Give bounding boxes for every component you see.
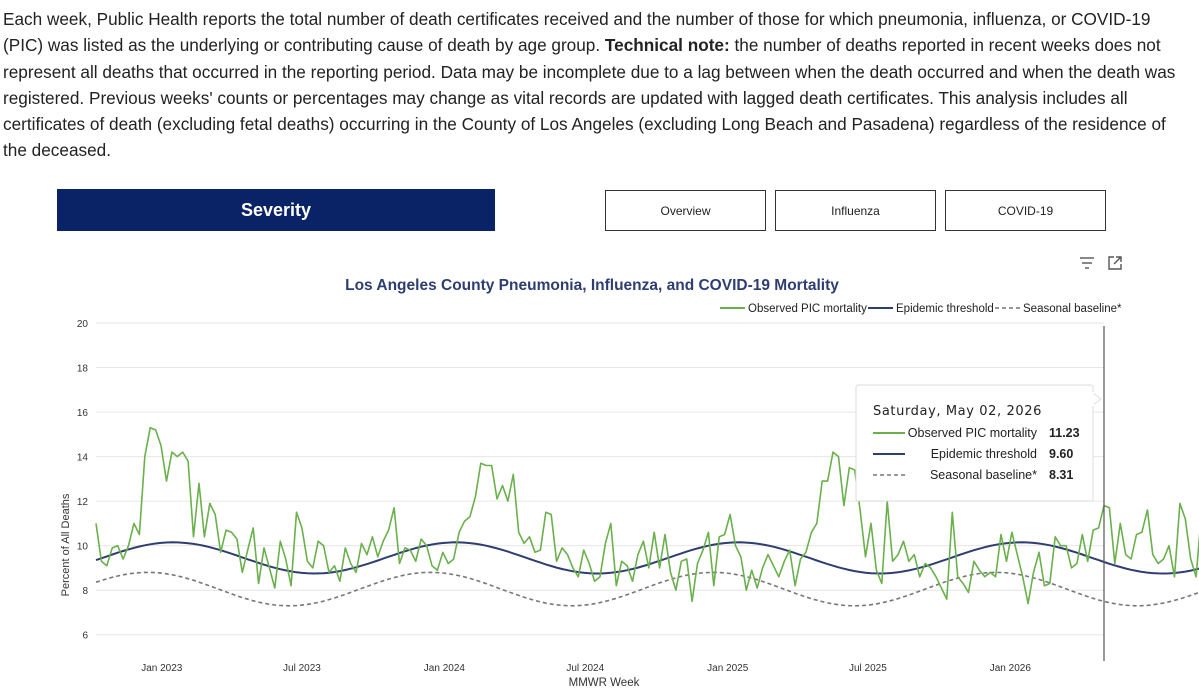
tooltip-label-threshold: Epidemic threshold (931, 447, 1037, 461)
x-tick-label: Jul 2025 (849, 663, 887, 674)
y-tick-label: 16 (77, 408, 89, 419)
y-axis-label: Percent of All Deaths (60, 493, 72, 596)
y-tick-label: 20 (77, 319, 89, 330)
x-tick-label: Jan 2023 (141, 663, 183, 674)
x-tick-label: Jan 2026 (990, 663, 1032, 674)
y-tick-labels: 6 8 10 12 14 16 18 20 (77, 319, 89, 642)
legend-label-observed: Observed PIC mortality (748, 303, 867, 315)
seasonal-baseline-line (95, 571, 1199, 607)
tooltip-value-baseline: 8.31 (1049, 468, 1073, 482)
tab-overview[interactable]: Overview (605, 190, 766, 231)
tooltip-date: Saturday, May 02, 2026 (873, 404, 1042, 419)
filter-icon[interactable] (1077, 253, 1097, 273)
legend-item-baseline[interactable]: Seasonal baseline* (995, 303, 1122, 315)
legend: Observed PIC mortality Epidemic threshol… (720, 303, 1122, 315)
mortality-chart: Los Angeles County Pneumonia, Influenza,… (60, 277, 1199, 689)
x-tick-label: Jul 2023 (283, 663, 321, 674)
x-tick-label: Jan 2024 (424, 663, 466, 674)
observed-pic-mortality-line (95, 426, 1199, 605)
legend-label-baseline: Seasonal baseline* (1023, 303, 1122, 315)
expand-icon[interactable] (1105, 253, 1125, 273)
x-tick-label: Jul 2024 (566, 663, 604, 674)
y-tick-label: 12 (77, 497, 89, 508)
tooltip: Saturday, May 02, 2026 Observed PIC mort… (855, 384, 1102, 502)
intro-paragraph: Each week, Public Health reports the tot… (3, 6, 1193, 164)
tab-severity[interactable]: Severity (57, 189, 495, 231)
x-tick-label: Jan 2025 (707, 663, 749, 674)
legend-label-threshold: Epidemic threshold (896, 303, 994, 315)
tab-covid-19[interactable]: COVID-19 (945, 190, 1106, 231)
intro-text-2: the number of deaths reported in recent … (3, 35, 1176, 161)
legend-item-threshold[interactable]: Epidemic threshold (868, 303, 994, 315)
x-axis-label: MMWR Week (569, 677, 640, 689)
tooltip-label-baseline: Seasonal baseline* (930, 468, 1037, 482)
legend-item-observed[interactable]: Observed PIC mortality (720, 303, 867, 315)
intro-text-1: Each week, Public Health reports the tot… (3, 9, 1151, 56)
tooltip-label-observed: Observed PIC mortality (908, 426, 1038, 440)
y-tick-label: 10 (77, 542, 89, 553)
y-tick-label: 6 (82, 631, 88, 642)
tooltip-value-observed: 11.23 (1049, 426, 1080, 440)
chart-title: Los Angeles County Pneumonia, Influenza,… (345, 277, 839, 294)
y-tick-label: 18 (77, 364, 89, 375)
tab-influenza[interactable]: Influenza (775, 190, 936, 231)
technical-note-label: Technical note: (604, 35, 730, 56)
y-tick-label: 8 (82, 586, 88, 597)
y-tick-label: 14 (77, 453, 89, 464)
tooltip-value-threshold: 9.60 (1049, 447, 1073, 461)
x-tick-labels: Jan 2023 Jul 2023 Jan 2024 Jul 2024 Jan 2025… (141, 663, 1031, 674)
